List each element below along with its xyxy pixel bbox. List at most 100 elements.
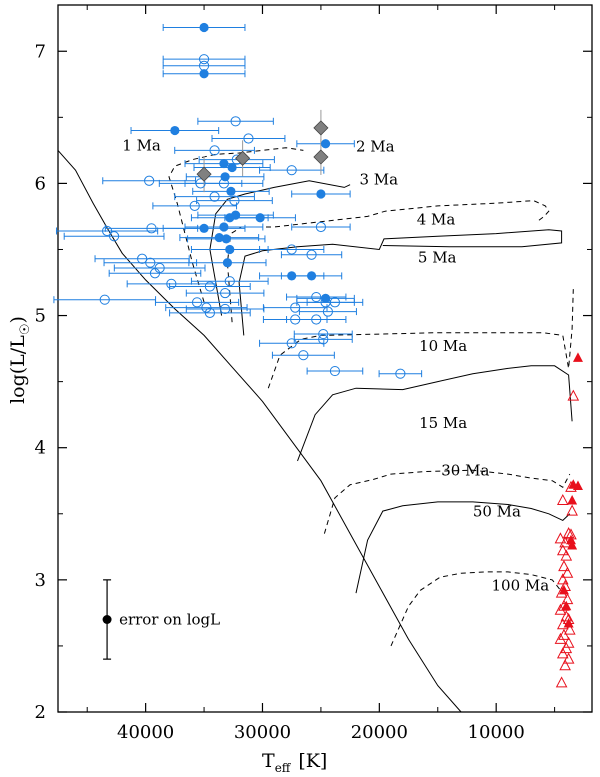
- star-marker-open: [286, 244, 297, 255]
- star-marker-diamond: [235, 150, 251, 166]
- star-marker-open: [145, 257, 156, 268]
- star-marker-filled: [255, 213, 265, 223]
- star-marker-triangle-open: [565, 480, 577, 492]
- star-marker-open: [137, 253, 148, 264]
- star-marker-open: [311, 314, 322, 325]
- star-marker-open: [204, 281, 216, 292]
- star-marker-open: [230, 116, 241, 127]
- star-marker-open: [318, 334, 329, 345]
- star-marker-triangle-open: [554, 532, 567, 544]
- y-tick-label: 6: [35, 173, 46, 194]
- star-marker-triangle-open: [565, 528, 577, 540]
- star-marker-filled: [214, 232, 224, 243]
- data-markers: [99, 22, 583, 688]
- star-marker-open: [198, 54, 210, 65]
- star-marker-diamond: [313, 149, 329, 165]
- star-marker-triangle-open: [556, 573, 569, 585]
- star-marker-filled: [225, 244, 235, 255]
- star-marker-open: [243, 133, 254, 144]
- star-marker-triangle-open: [558, 628, 570, 640]
- star-marker-triangle-open: [560, 549, 573, 561]
- star-marker-triangle-open: [558, 599, 570, 611]
- star-marker-triangle-open: [562, 652, 575, 664]
- star-marker-triangle-open: [554, 632, 567, 644]
- star-marker-triangle-filled: [572, 480, 583, 491]
- star-marker-open: [101, 225, 113, 237]
- star-marker-open: [198, 60, 210, 71]
- star-marker-triangle-open: [556, 544, 569, 556]
- star-marker-triangle-open: [559, 659, 571, 671]
- star-marker-open: [315, 221, 327, 233]
- star-marker-open: [144, 175, 155, 186]
- star-marker-filled: [320, 293, 331, 303]
- x-tick-label: 40000: [117, 722, 174, 743]
- star-marker-open: [204, 307, 216, 319]
- y-tick-label: 5: [35, 306, 46, 327]
- isochrone-line: [168, 147, 304, 303]
- isochrone-line: [323, 469, 571, 534]
- error-sample-dot: [102, 614, 112, 624]
- isochrone-label: 50 Ma: [473, 502, 521, 520]
- star-marker-open: [224, 276, 235, 287]
- star-marker-open: [209, 145, 220, 156]
- star-marker-triangle-open: [563, 623, 576, 635]
- y-tick-label: 2: [35, 702, 46, 723]
- star-marker-open: [322, 306, 334, 317]
- error-bars: [53, 23, 423, 378]
- star-marker-open: [99, 294, 110, 305]
- star-marker-triangle-filled: [565, 534, 576, 545]
- isochrone-line: [57, 150, 462, 713]
- x-tick-label: 10000: [468, 722, 525, 743]
- isochrone-label: 1 Ma: [122, 136, 161, 154]
- isochrone-line: [238, 229, 563, 336]
- star-marker-triangle-open: [559, 536, 571, 548]
- star-marker-filled: [219, 222, 229, 232]
- star-marker-open: [218, 178, 230, 189]
- star-marker-filled: [227, 162, 237, 173]
- y-tick-label: 4: [35, 438, 46, 459]
- star-marker-open: [290, 302, 301, 313]
- isochrone-label: 4 Ma: [417, 210, 456, 228]
- isochrone-label: 2 Ma: [356, 138, 395, 156]
- star-marker-open: [219, 287, 231, 299]
- star-marker-diamond: [196, 166, 212, 182]
- star-marker-triangle-open: [554, 603, 567, 615]
- star-marker-open: [219, 303, 231, 315]
- isochrone-label: 15 Ma: [419, 414, 467, 432]
- star-marker-open: [191, 297, 203, 308]
- y-axis-label: log(L/L☉): [7, 316, 33, 404]
- star-marker-triangle-open: [558, 560, 570, 572]
- star-marker-filled: [306, 271, 317, 281]
- star-marker-filled: [320, 139, 331, 149]
- star-marker-open: [201, 302, 212, 313]
- star-marker-filled: [225, 213, 235, 223]
- star-marker-filled: [316, 189, 326, 199]
- star-marker-open: [209, 191, 220, 202]
- isochrone-line: [355, 501, 571, 594]
- error-sample-label: error on logL: [119, 610, 220, 628]
- star-marker-filled: [221, 234, 231, 244]
- star-marker-open: [189, 200, 200, 211]
- x-tick-label: 20000: [351, 722, 408, 743]
- star-marker-filled: [199, 22, 209, 33]
- star-marker-triangle-open: [559, 579, 571, 591]
- isochrones: [57, 147, 574, 713]
- isochrone-labels: 1 Ma 2 Ma 3 Ma 4 Ma 5 Ma 10 Ma 15 Ma 30 Ma 50 Ma…: [122, 136, 549, 594]
- isochrone-label: 10 Ma: [419, 337, 467, 355]
- x-axis-label: Teff [K]: [262, 750, 327, 775]
- isochrone-label: 5 Ma: [418, 249, 457, 267]
- star-marker-filled: [287, 271, 297, 281]
- star-marker-triangle-filled: [558, 584, 569, 595]
- star-marker-triangle-open: [556, 647, 569, 659]
- star-marker-open: [229, 195, 240, 206]
- isochrone-label: 30 Ma: [441, 461, 489, 479]
- y-tick-labels: 2 3 4 5 6 7: [35, 41, 46, 723]
- star-marker-triangle-open: [561, 566, 574, 578]
- star-marker-open: [311, 291, 322, 303]
- isochrone-label: 3 Ma: [359, 171, 398, 189]
- star-marker-open: [290, 314, 301, 325]
- star-marker-filled: [170, 125, 180, 136]
- star-marker-open: [166, 278, 177, 289]
- star-marker-open: [146, 223, 157, 234]
